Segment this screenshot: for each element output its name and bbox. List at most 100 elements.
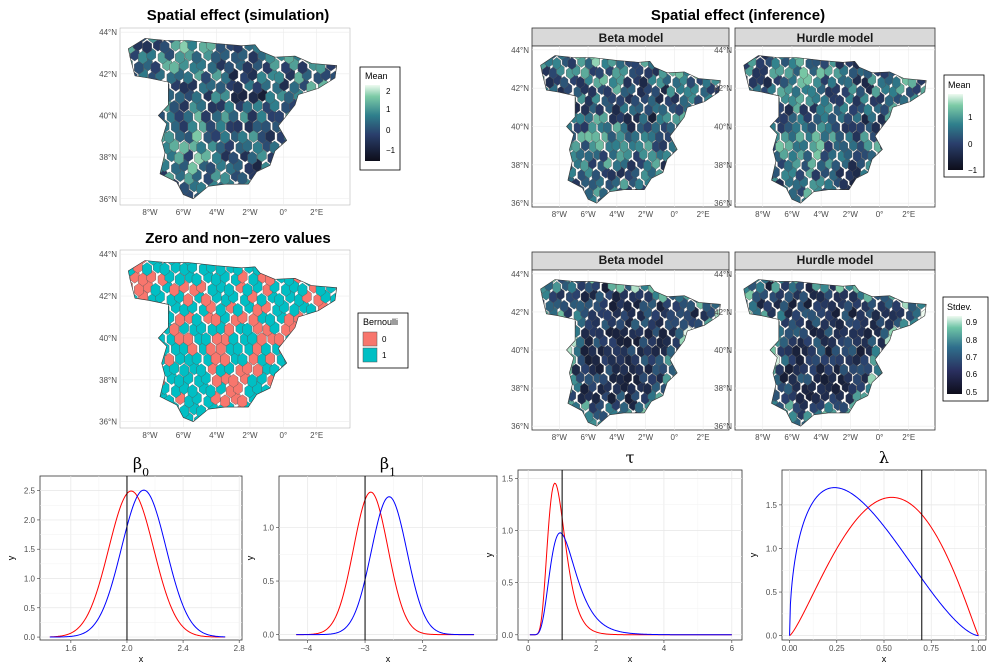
- map-region: [224, 322, 234, 337]
- legend-title: Mean: [948, 80, 971, 90]
- map-region: [201, 293, 211, 307]
- map-region: [688, 429, 696, 441]
- map-region: [934, 57, 942, 69]
- map-region: [656, 429, 664, 441]
- map-region: [625, 429, 633, 441]
- map-region: [811, 168, 821, 182]
- map-region: [187, 119, 198, 134]
- map-region: [576, 112, 585, 126]
- map-region: [591, 168, 601, 182]
- map-region: [284, 312, 294, 327]
- map-region: [228, 151, 239, 165]
- lon-tick-label: 8°W: [755, 210, 771, 219]
- map-region: [595, 103, 604, 117]
- map-region: [892, 76, 901, 89]
- map-region: [795, 392, 805, 405]
- map-hurdle-mean: 8°W 6°W 4°W 2°W 0° 2°E 44°N 42°N 40°N 38°N 36°N: [714, 27, 942, 219]
- map-region: [643, 159, 652, 173]
- map-region: [784, 279, 793, 283]
- lon-tick-label: 0°: [876, 433, 884, 442]
- map-region: [557, 55, 567, 61]
- lat-tick-label: 40°N: [511, 123, 529, 132]
- map-region: [164, 352, 175, 367]
- y-axis-label: y: [748, 552, 758, 557]
- map-region: [242, 282, 253, 297]
- x-axis-label: x: [386, 654, 391, 664]
- legend-colorbar: [948, 94, 963, 170]
- map-region: [666, 309, 675, 322]
- y-tick-label: 1.5: [766, 501, 778, 510]
- map-region: [934, 281, 942, 293]
- lat-tick-label: 42°N: [99, 70, 117, 79]
- lon-tick-label: 8°W: [755, 433, 771, 442]
- legend-label: 0: [386, 126, 391, 135]
- lon-tick-label: 2°E: [697, 433, 710, 442]
- map-region: [252, 363, 263, 378]
- map-region: [155, 38, 165, 42]
- density-chart-beta1: β1 −4 −3 −2 0.0 0.5 1.0 x y: [245, 454, 498, 664]
- map-region: [557, 279, 567, 285]
- density-line-red: [789, 496, 979, 637]
- y-tick-label: 2.0: [24, 516, 36, 525]
- strip-hurdle-mean: Hurdle model: [797, 31, 874, 45]
- lat-tick-label: 44°N: [714, 270, 732, 279]
- map-region: [807, 309, 816, 322]
- map-hurdle-stdev: 8°W 6°W 4°W 2°W 0° 2°E 44°N 42°N 40°N 38°N 36°N: [714, 251, 942, 442]
- lat-tick-label: 42°N: [511, 308, 529, 317]
- map-region: [237, 352, 248, 367]
- map-region: [639, 112, 648, 126]
- y-tick-label: 1.0: [502, 526, 514, 535]
- map-zero-nonzero: 8°W 6°W 4°W 2°W 0° 2°E 44°N 42°N 40°N 38°N 36°N: [99, 249, 351, 440]
- map-region: [256, 332, 267, 347]
- legend-colorbar: [365, 85, 380, 161]
- map-region: [761, 55, 770, 61]
- map-region: [297, 282, 308, 297]
- lat-tick-label: 40°N: [511, 346, 529, 355]
- map-region: [630, 130, 640, 143]
- map-region: [835, 353, 844, 367]
- y-tick-label: 1.0: [24, 575, 36, 584]
- map-region: [827, 112, 837, 126]
- lat-tick-label: 44°N: [511, 270, 529, 279]
- simulation-map-title: Spatial effect (simulation): [147, 7, 330, 24]
- map-region: [247, 373, 257, 388]
- lat-tick-label: 44°N: [99, 28, 117, 37]
- map-region: [142, 262, 152, 277]
- country-outline: [540, 55, 721, 204]
- y-axis-label: y: [6, 555, 16, 560]
- map-region: [150, 282, 161, 297]
- map-region: [552, 281, 561, 294]
- lat-tick-label: 38°N: [99, 376, 117, 385]
- y-tick-label: 0.0: [502, 631, 514, 640]
- map-region: [648, 373, 657, 386]
- lat-tick-label: 38°N: [714, 161, 732, 170]
- map-region: [228, 373, 239, 388]
- strip-beta-sd: Beta model: [599, 253, 664, 267]
- lon-tick-label: 4°W: [209, 208, 225, 217]
- map-region: [274, 293, 284, 307]
- map-region: [549, 55, 558, 59]
- lon-tick-label: 2°E: [310, 208, 323, 217]
- map-region: [588, 309, 597, 322]
- y-tick-label: 0.0: [766, 632, 778, 641]
- map-region: [142, 40, 152, 54]
- y-tick-label: 1.5: [502, 474, 514, 483]
- map-region: [183, 332, 194, 347]
- country-outline: [540, 279, 721, 427]
- lat-tick-label: 36°N: [714, 199, 732, 208]
- map-region: [559, 76, 569, 89]
- legend-title: Bernoulli: [363, 317, 398, 327]
- map-region: [150, 60, 161, 75]
- map-region: [232, 303, 243, 317]
- legend-label: 0.9: [966, 318, 978, 327]
- lon-tick-label: 2°W: [843, 210, 859, 219]
- map-region: [856, 121, 865, 135]
- density-chart-beta0: β0 1.6 2.0 2.4 2.8 0.0 0.5 1.0 1.5 2.0 2.5 x y: [6, 454, 245, 664]
- y-axis-label: y: [484, 552, 494, 557]
- map-region: [839, 363, 848, 377]
- map-region: [215, 303, 226, 317]
- legend-label: 0: [968, 140, 973, 149]
- map-region: [763, 299, 772, 313]
- map-region: [775, 363, 784, 377]
- lon-tick-label: 8°W: [142, 431, 158, 440]
